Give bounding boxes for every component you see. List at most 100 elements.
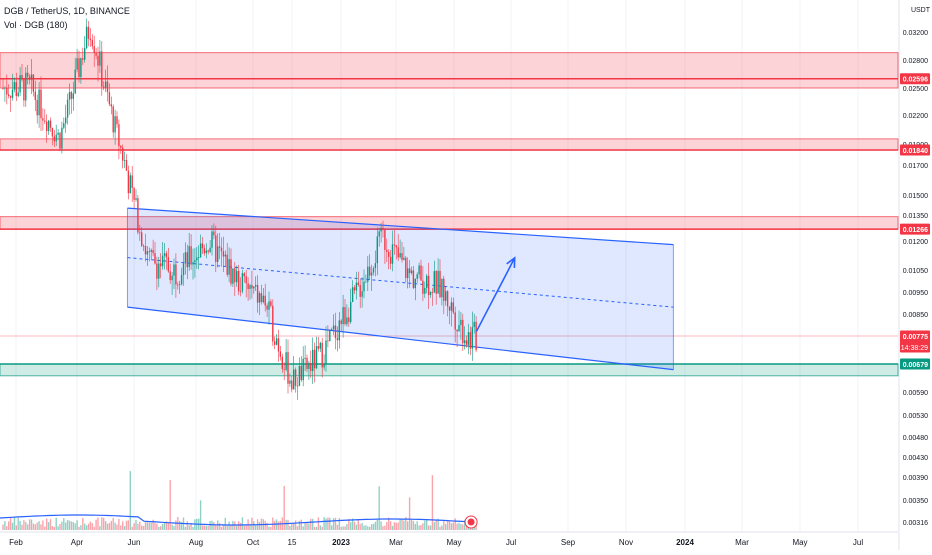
volume-bar-161 (308, 523, 310, 530)
price-tick-label: 0.00430 (903, 455, 928, 462)
candle-body-242 (462, 319, 464, 344)
price-tick-label: 0.00350 (903, 498, 928, 505)
candle-body-158 (302, 358, 304, 381)
resistance-zone-1[interactable] (0, 138, 899, 151)
volume-bar-186 (355, 524, 358, 530)
candle-body-28 (55, 134, 57, 142)
resistance-level-2-badge[interactable] (900, 223, 930, 235)
volume-bar-25 (49, 519, 52, 530)
candle-body-16 (32, 74, 35, 92)
volume-bar-1 (4, 521, 6, 530)
current-price-badge[interactable] (900, 330, 930, 353)
volume-bar-218 (416, 521, 418, 530)
volume-bar-42 (82, 517, 84, 530)
candle-body-122 (234, 268, 236, 283)
volume-bar-3 (8, 521, 10, 530)
candle-body-44 (85, 26, 88, 49)
volume-bar-190 (363, 525, 365, 530)
candle-body-133 (255, 284, 257, 287)
candle-body-25 (49, 120, 52, 128)
volume-bar-202 (386, 522, 388, 530)
candle-body-22 (44, 120, 46, 122)
candle-body-172 (329, 329, 331, 342)
candle-body-178 (340, 320, 342, 325)
volume-line[interactable]: Vol · DGB (180) (4, 20, 68, 30)
candle-body-94 (180, 274, 183, 285)
candle-body-229 (437, 270, 439, 294)
resistance-zone-0[interactable] (0, 52, 899, 89)
candle-body-168 (321, 342, 323, 368)
candle-body-175 (334, 325, 337, 339)
candle-body-15 (30, 74, 33, 80)
volume-bar-233 (445, 523, 447, 530)
price-tick-label: 0.02500 (903, 86, 928, 93)
volume-bar-153 (293, 522, 295, 530)
volume-bar-54 (104, 521, 107, 530)
time-tick-label: Jun (128, 538, 141, 547)
volume-bar-138 (264, 520, 266, 530)
volume-bar-105 (201, 525, 204, 530)
time-tick-label: Mar (735, 538, 749, 547)
channel-mid-line[interactable] (127, 257, 674, 308)
candle-body-88 (169, 271, 171, 281)
support-zone-0[interactable] (0, 363, 899, 377)
candle-body-233 (445, 291, 447, 301)
price-axis[interactable] (900, 0, 932, 550)
candle-body-17 (34, 91, 36, 100)
candle-body-186 (355, 282, 358, 291)
candle-body-182 (348, 317, 350, 323)
volume-bar-158 (302, 526, 304, 530)
volume-bar-179 (342, 526, 344, 530)
volume-bar-131 (251, 517, 253, 530)
volume-bar-216 (412, 520, 415, 530)
channel-fill[interactable] (127, 208, 674, 370)
candle-body-123 (236, 270, 238, 283)
candle-body-96 (184, 252, 187, 264)
volume-bar-238 (454, 518, 456, 530)
forecast-arrow-head[interactable] (506, 256, 516, 268)
symbol-line[interactable]: DGB / TetherUS, 1D, BINANCE (4, 6, 130, 16)
candle-body-214 (408, 268, 411, 273)
candle-body-20 (40, 89, 42, 119)
volume-bar-117 (224, 517, 226, 530)
candle-body-205 (391, 244, 394, 264)
candle-body-0 (2, 88, 4, 89)
forecast-arrow[interactable] (475, 257, 516, 332)
channel-upper-line[interactable] (127, 207, 674, 246)
volume-bar-237 (452, 522, 454, 530)
price-tick-label: 0.00390 (903, 475, 928, 482)
channel-lower-line[interactable] (127, 306, 674, 371)
candle-body-63 (122, 147, 124, 161)
time-tick-label: 2023 (332, 538, 350, 547)
volume-bar-212 (405, 517, 407, 530)
candle-body-29 (57, 132, 59, 135)
resistance-level-1-badge[interactable] (900, 144, 930, 156)
volume-bar-149 (285, 519, 287, 530)
candle-body-169 (323, 364, 325, 368)
volume-bar-5 (11, 522, 14, 530)
candle-body-80 (154, 253, 156, 264)
time-tick-label: Jul (506, 538, 516, 547)
volume-bar-53 (103, 517, 105, 530)
resistance-level-0-badge[interactable] (900, 73, 930, 85)
volume-bar-128 (245, 525, 247, 530)
volume-ma-line (0, 514, 475, 526)
candle-body-30 (59, 132, 61, 149)
time-axis[interactable] (0, 532, 898, 550)
volume-bar-166 (317, 517, 320, 530)
candle-body-50 (97, 55, 99, 66)
volume-bar-47 (91, 523, 93, 530)
volume-bar-32 (63, 518, 65, 530)
volume-bar-17 (34, 524, 36, 530)
candle-body-147 (281, 356, 283, 369)
candle-body-65 (125, 160, 128, 171)
support-level-0-badge[interactable] (900, 358, 930, 370)
candle-body-82 (158, 263, 160, 279)
volume-bar-167 (319, 525, 321, 530)
volume-bar-155 (296, 526, 299, 530)
candle-body-185 (353, 287, 356, 291)
volume-bar-11 (23, 520, 25, 530)
candle-body-201 (384, 229, 386, 250)
